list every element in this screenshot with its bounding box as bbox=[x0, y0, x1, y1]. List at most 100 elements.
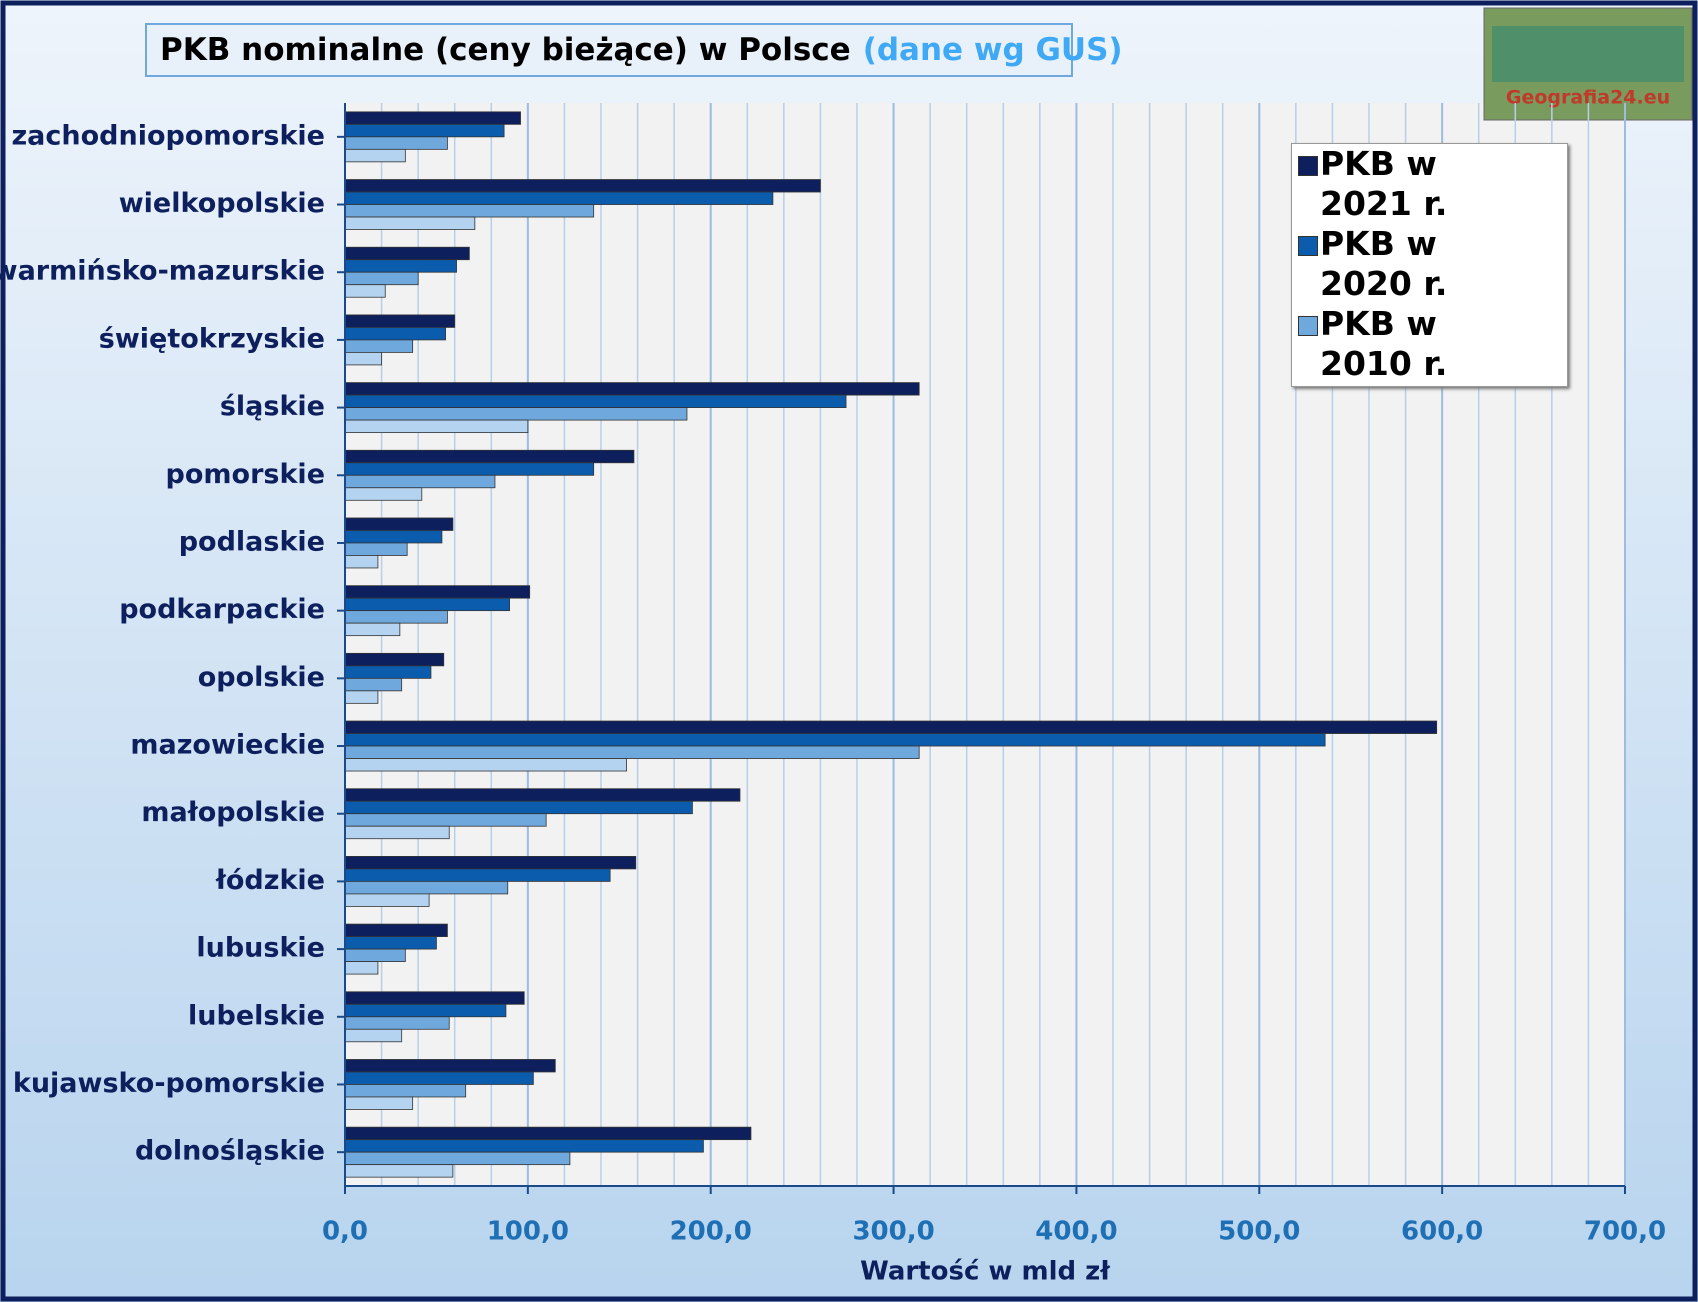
logo-image bbox=[1492, 26, 1684, 82]
bar bbox=[344, 530, 443, 544]
bar bbox=[344, 733, 1326, 747]
bar bbox=[344, 1003, 507, 1018]
bar bbox=[344, 893, 430, 907]
bar bbox=[344, 407, 688, 421]
bar bbox=[344, 948, 406, 962]
bar bbox=[344, 382, 920, 396]
x-tick-label: 300,0 bbox=[852, 1217, 934, 1247]
chart-title: PKB nominalne (ceny bieżące) w Polsce (da… bbox=[160, 32, 1123, 68]
legend-item: PKB w 2020 r. bbox=[1298, 224, 1540, 304]
y-tick-label: łódzkie bbox=[215, 865, 325, 896]
y-tick-label: lubuskie bbox=[196, 933, 325, 964]
bar bbox=[344, 665, 432, 679]
y-tick-label: warmińsko-mazurskie bbox=[0, 256, 325, 287]
y-tick-label: opolskie bbox=[198, 662, 325, 693]
y-tick-label: wielkopolskie bbox=[119, 188, 325, 219]
bar bbox=[344, 1126, 752, 1141]
legend-swatch bbox=[1298, 316, 1318, 336]
y-tick-label: mazowieckie bbox=[130, 730, 325, 761]
legend: PKB w 2021 r. PKB w 2020 r. PKB w 2010 r. bbox=[1291, 143, 1568, 387]
y-tick-label: podlaskie bbox=[179, 526, 325, 557]
bar bbox=[344, 123, 505, 138]
bar bbox=[344, 462, 595, 476]
bar bbox=[344, 1139, 704, 1153]
bar bbox=[344, 1016, 450, 1030]
y-tick-label: świętokrzyskie bbox=[99, 323, 325, 354]
bar bbox=[344, 961, 379, 975]
bar bbox=[344, 259, 457, 273]
bar bbox=[344, 610, 448, 624]
bar bbox=[344, 517, 454, 531]
bar bbox=[344, 923, 448, 937]
bar bbox=[344, 487, 423, 501]
bar bbox=[344, 745, 920, 759]
bar bbox=[344, 936, 437, 950]
bar bbox=[344, 327, 446, 341]
bar bbox=[344, 1151, 571, 1166]
title: PKB nominalne (ceny bieżące) w Polsce bbox=[160, 32, 851, 68]
x-tick-label: 600,0 bbox=[1401, 1217, 1483, 1247]
bar bbox=[344, 856, 637, 870]
bar bbox=[344, 204, 595, 218]
bar bbox=[344, 419, 529, 433]
bar bbox=[344, 585, 531, 599]
legend-label: PKB w 2021 r. bbox=[1320, 144, 1448, 223]
bar bbox=[344, 825, 450, 840]
bar bbox=[344, 652, 445, 667]
bar bbox=[344, 111, 521, 125]
bar bbox=[344, 148, 406, 163]
legend-item: PKB w 2010 r. bbox=[1298, 304, 1540, 384]
bar bbox=[344, 1071, 534, 1085]
x-axis-label: Wartość w mld zł bbox=[860, 1257, 1111, 1287]
bar bbox=[344, 542, 408, 556]
bar bbox=[344, 800, 693, 815]
x-tick-label: 0,0 bbox=[322, 1217, 368, 1247]
x-tick-label: 500,0 bbox=[1218, 1217, 1300, 1247]
bar bbox=[344, 622, 401, 637]
y-tick-label: śląskie bbox=[220, 391, 325, 422]
title-box bbox=[145, 23, 1073, 77]
bar bbox=[344, 758, 628, 772]
bar bbox=[344, 597, 510, 612]
x-tick-label: 200,0 bbox=[670, 1217, 752, 1247]
bar bbox=[344, 991, 525, 1005]
bar bbox=[344, 449, 635, 464]
y-tick-label: pomorskie bbox=[166, 459, 325, 490]
bar bbox=[344, 271, 419, 286]
subtitle: (dane wg GUS) bbox=[863, 32, 1123, 68]
bar bbox=[344, 813, 547, 827]
bar bbox=[344, 1059, 556, 1073]
bar bbox=[344, 394, 847, 408]
bar bbox=[344, 339, 414, 353]
bar bbox=[344, 1096, 414, 1110]
bar bbox=[344, 179, 821, 193]
y-tick-label: lubelskie bbox=[188, 1000, 325, 1031]
bar bbox=[344, 284, 386, 298]
bar bbox=[344, 1084, 467, 1098]
bar bbox=[344, 868, 611, 882]
x-tick-label: 700,0 bbox=[1584, 1217, 1666, 1247]
y-tick-label: dolnośląskie bbox=[135, 1136, 325, 1167]
bar bbox=[344, 246, 470, 261]
y-tick-label: małopolskie bbox=[141, 797, 325, 828]
bar bbox=[344, 677, 403, 692]
legend-label: PKB w 2010 r. bbox=[1320, 304, 1448, 383]
legend-label: PKB w 2020 r. bbox=[1320, 224, 1448, 303]
bar bbox=[344, 136, 448, 150]
bar bbox=[344, 191, 774, 205]
y-tick-label: zachodniopomorskie bbox=[11, 120, 325, 151]
bar bbox=[344, 216, 476, 230]
bar bbox=[344, 474, 496, 489]
bar bbox=[344, 1028, 403, 1043]
bar bbox=[344, 720, 1438, 734]
y-tick-label: podkarpackie bbox=[119, 594, 325, 625]
bar bbox=[344, 555, 379, 569]
bar bbox=[344, 352, 382, 366]
bar bbox=[344, 314, 456, 328]
x-tick-label: 400,0 bbox=[1035, 1217, 1117, 1247]
bar bbox=[344, 881, 509, 895]
bar bbox=[344, 690, 379, 704]
y-tick-label: kujawsko-pomorskie bbox=[13, 1068, 325, 1099]
